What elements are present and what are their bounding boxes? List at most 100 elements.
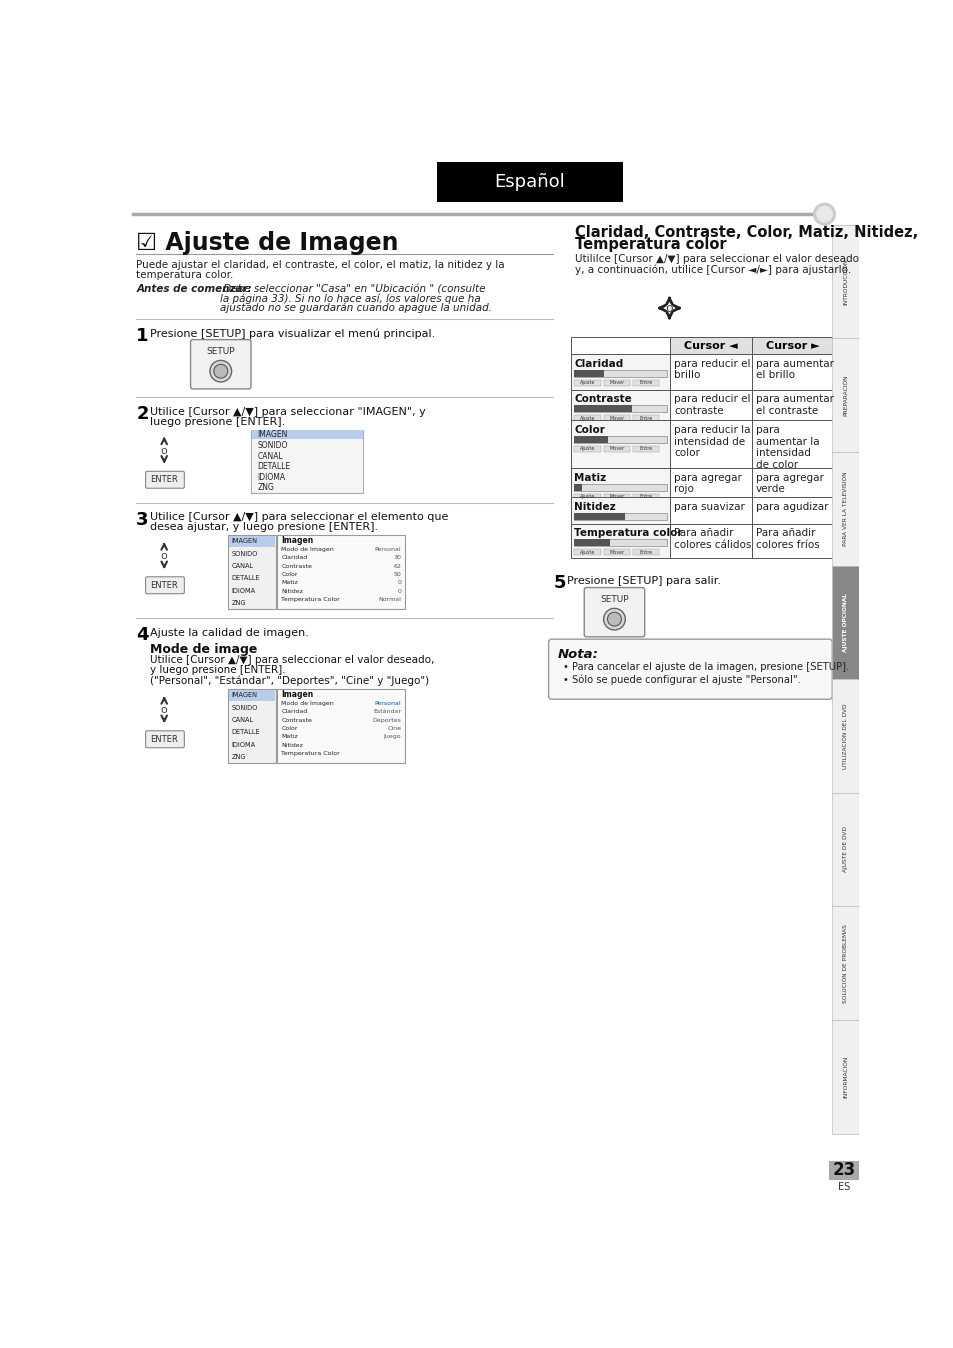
Text: Modo de Imagen: Modo de Imagen	[281, 546, 334, 551]
Text: Puede ajustar el claridad, el contraste, el color, el matiz, la nitidez y la: Puede ajustar el claridad, el contraste,…	[136, 260, 504, 271]
Bar	[831, 1020, 858, 1134]
Bar	[831, 225, 858, 338]
Text: Personal: Personal	[375, 546, 401, 551]
Bar	[633, 446, 659, 452]
Bar	[574, 539, 666, 546]
Bar	[229, 714, 274, 725]
Text: Utilice [Cursor ▲/▼] para seleccionar el valor deseado,: Utilice [Cursor ▲/▼] para seleccionar el…	[150, 655, 435, 666]
Bar	[251, 430, 363, 493]
Text: ZNG: ZNG	[257, 483, 274, 492]
Text: UTILIZACIÓN DEL DVD: UTILIZACIÓN DEL DVD	[842, 704, 847, 768]
Bar	[831, 452, 858, 566]
Text: Mover: Mover	[609, 380, 624, 386]
Text: 2: 2	[136, 406, 149, 423]
Bar	[831, 679, 858, 793]
Bar	[574, 549, 599, 555]
Bar	[751, 355, 832, 390]
Bar	[670, 355, 751, 390]
Text: y luego presione [ENTER].: y luego presione [ENTER].	[150, 666, 286, 675]
Text: SONIDO: SONIDO	[257, 441, 287, 450]
Bar	[603, 446, 629, 452]
Text: ENTER: ENTER	[151, 581, 178, 590]
Bar	[571, 468, 670, 497]
Text: Mover: Mover	[609, 495, 624, 499]
Bar	[751, 421, 832, 468]
Text: para suavizar: para suavizar	[674, 501, 744, 512]
Bar	[229, 702, 274, 713]
Text: ES: ES	[837, 1182, 849, 1192]
Text: Entre: Entre	[639, 495, 652, 499]
Text: Utililce [Cursor ▲/▼] para seleccionar el valor deseado: Utililce [Cursor ▲/▼] para seleccionar e…	[575, 255, 858, 264]
Bar	[229, 573, 274, 584]
Bar	[574, 446, 599, 452]
Text: IMAGEN: IMAGEN	[232, 693, 257, 698]
Text: DETALLE: DETALLE	[232, 576, 260, 581]
Text: Cursor ►: Cursor ►	[764, 341, 819, 350]
Bar	[252, 430, 362, 439]
Text: Estándar: Estándar	[373, 709, 401, 714]
Text: IMAGEN: IMAGEN	[257, 430, 287, 439]
Text: Deportes: Deportes	[372, 717, 401, 723]
Text: o: o	[161, 705, 168, 714]
Text: para agudizar: para agudizar	[755, 501, 827, 512]
Text: Cursor ◄: Cursor ◄	[683, 341, 737, 350]
Text: Temperatura Color: Temperatura Color	[281, 597, 339, 603]
Text: Ajuste la calidad de imagen.: Ajuste la calidad de imagen.	[150, 628, 309, 638]
Bar	[670, 523, 751, 558]
Text: Contraste: Contraste	[574, 395, 631, 404]
Bar	[751, 390, 832, 421]
Text: y, a continuación, utilice [Cursor ◄/►] para ajustarlo.: y, a continuación, utilice [Cursor ◄/►] …	[575, 264, 850, 275]
Text: para
aumentar la
intensidad
de color: para aumentar la intensidad de color	[755, 425, 819, 470]
Text: Claridad, Contraste, Color, Matiz, Nitidez,: Claridad, Contraste, Color, Matiz, Nitid…	[575, 225, 917, 240]
Bar	[229, 690, 274, 701]
Bar	[574, 369, 666, 376]
Bar	[831, 793, 858, 906]
Text: Color: Color	[281, 572, 297, 577]
Bar	[574, 484, 581, 491]
Text: Ajuste: Ajuste	[579, 415, 595, 421]
Text: ENTER: ENTER	[151, 476, 178, 484]
Text: PARA VER LA TELEVISIÓN: PARA VER LA TELEVISIÓN	[842, 472, 847, 546]
Text: AJUSTE DE DVD: AJUSTE DE DVD	[842, 826, 847, 872]
Bar	[633, 549, 659, 555]
Bar	[603, 549, 629, 555]
Text: para reducir la
intensidad de
color: para reducir la intensidad de color	[674, 425, 750, 458]
FancyBboxPatch shape	[146, 577, 184, 593]
Text: la página 33). Si no lo hace así, los valores que ha: la página 33). Si no lo hace así, los va…	[220, 294, 480, 303]
Text: DETALLE: DETALLE	[257, 462, 290, 470]
Bar	[436, 162, 622, 202]
Bar	[252, 441, 362, 450]
Text: para agregar
rojo: para agregar rojo	[674, 473, 741, 495]
Text: para reducir el
contraste: para reducir el contraste	[674, 395, 750, 417]
Text: CANAL: CANAL	[232, 717, 253, 723]
Text: Claridad: Claridad	[574, 359, 622, 369]
Bar	[828, 1161, 858, 1180]
Bar	[229, 585, 274, 596]
Bar	[571, 337, 670, 355]
Text: o: o	[665, 302, 673, 314]
Bar	[571, 523, 670, 558]
Text: Color: Color	[574, 425, 604, 435]
Text: Utilice [Cursor ▲/▼] para seleccionar el elemento que: Utilice [Cursor ▲/▼] para seleccionar el…	[150, 512, 448, 522]
Text: SONIDO: SONIDO	[232, 551, 257, 557]
Bar	[229, 561, 274, 572]
Text: Mode de image: Mode de image	[150, 643, 257, 656]
Bar	[229, 597, 274, 608]
Text: Matiz: Matiz	[574, 473, 606, 483]
Text: temperatura color.: temperatura color.	[136, 271, 233, 280]
Text: o: o	[161, 445, 168, 456]
Bar	[229, 549, 274, 559]
Bar	[670, 337, 751, 355]
Text: Ajuste: Ajuste	[579, 550, 595, 554]
Bar	[574, 512, 666, 520]
FancyBboxPatch shape	[583, 588, 644, 636]
Text: Temperatura color: Temperatura color	[574, 528, 682, 538]
Text: Juego: Juego	[383, 735, 401, 740]
Bar	[277, 689, 405, 763]
Text: Normal: Normal	[378, 597, 401, 603]
Bar	[574, 435, 607, 442]
Text: INFORMACIÓN: INFORMACIÓN	[842, 1055, 847, 1097]
Circle shape	[813, 204, 835, 225]
Text: Temperatura color: Temperatura color	[575, 237, 726, 252]
Text: 1: 1	[136, 326, 149, 345]
